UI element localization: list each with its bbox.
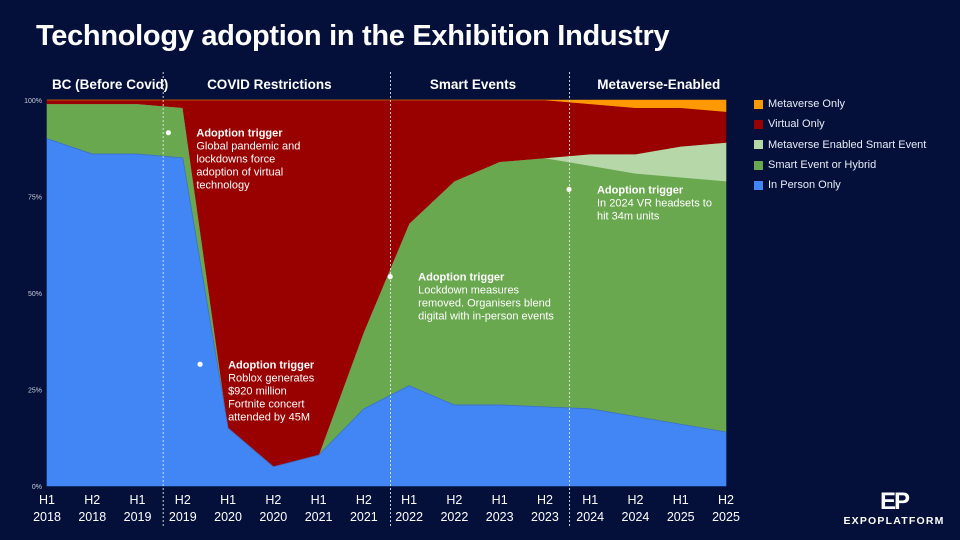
annotation-text: $920 million	[228, 385, 287, 397]
phase-label: COVID Restrictions	[207, 77, 332, 92]
chart-title: Technology adoption in the Exhibition In…	[36, 20, 670, 52]
annotation-text: Fortnite concert	[228, 398, 304, 410]
x-tick-label: H2	[446, 493, 462, 507]
x-tick-label: H1	[673, 493, 689, 507]
x-tick-label: 2022	[395, 510, 423, 524]
annotation-text: In 2024 VR headsets to	[597, 197, 712, 209]
annotation-bullet	[387, 274, 393, 280]
x-tick-label: 2020	[259, 510, 287, 524]
annotation-text: Lockdown measures	[418, 285, 519, 297]
series-in-person-only-edge	[46, 138, 727, 468]
annotation-text: removed. Organisers blend	[418, 298, 551, 310]
x-tick-label: 2021	[350, 510, 378, 524]
x-tick-label: 2024	[576, 510, 604, 524]
y-tick-label: 50%	[28, 291, 42, 298]
legend-label: In Person Only	[768, 179, 841, 192]
annotation-bullet	[197, 361, 203, 367]
legend-label: Metaverse Only	[768, 98, 846, 111]
x-tick-label: 2023	[531, 510, 559, 524]
x-tick-label: H1	[401, 493, 417, 507]
annotation-heading: Adoption trigger	[418, 272, 505, 284]
annotation-text: digital with in-person events	[418, 311, 554, 323]
annotation-text: technology	[196, 180, 250, 192]
x-tick-label: H2	[84, 493, 100, 507]
x-tick-label: 2024	[622, 510, 650, 524]
y-tick-label: 0%	[32, 484, 42, 491]
y-tick-label: 75%	[28, 195, 42, 202]
phase-label: BC (Before Covid)	[52, 77, 168, 92]
x-tick-label: 2022	[440, 510, 468, 524]
phase-label: Metaverse-Enabled	[597, 77, 720, 92]
chart-legend: Metaverse Only Virtual Only Metaverse Enab…	[754, 94, 926, 195]
y-tick-label: 25%	[28, 388, 42, 395]
annotation-text: Roblox generates	[228, 372, 315, 384]
legend-swatch	[754, 119, 763, 129]
legend-label: Virtual Only	[768, 118, 825, 131]
x-tick-label: H2	[175, 493, 191, 507]
logo-mark: EP	[879, 488, 910, 515]
x-tick-label: H2	[537, 493, 553, 507]
x-tick-label: 2021	[305, 510, 333, 524]
x-tick-label: H1	[39, 493, 55, 507]
annotation-heading: Adoption trigger	[196, 128, 283, 140]
x-tick-label: 2025	[712, 510, 740, 524]
annotation-heading: Adoption trigger	[228, 359, 315, 371]
x-tick-label: 2019	[124, 510, 152, 524]
x-tick-label: H2	[265, 493, 281, 507]
x-tick-label: H1	[311, 493, 327, 507]
annotation-bullet	[165, 130, 171, 136]
legend-label: Smart Event or Hybrid	[768, 159, 877, 172]
expoplatform-logo: EP EXPOPLATFORM	[842, 490, 946, 530]
x-tick-label: 2020	[214, 510, 242, 524]
x-tick-label: 2019	[169, 510, 197, 524]
legend-swatch	[754, 140, 763, 150]
annotation-text: attended by 45M	[228, 411, 310, 423]
annotation-text: hit 34m units	[597, 210, 660, 222]
legend-item-metaverse-enabled-smart-event: Metaverse Enabled Smart Event	[754, 135, 926, 155]
annotation-text: lockdowns force	[196, 154, 275, 166]
x-tick-label: H1	[220, 493, 236, 507]
x-tick-label: 2018	[33, 510, 61, 524]
annotation-bullet	[566, 186, 572, 193]
x-tick-label: H1	[130, 493, 146, 507]
annotation-text: adoption of virtual	[196, 167, 283, 179]
legend-item-in-person-only: In Person Only	[754, 175, 926, 195]
logo-text: EXPOPLATFORM	[843, 515, 945, 527]
legend-item-metaverse-only: Metaverse Only	[754, 94, 926, 114]
legend-item-smart-event-or-hybrid: Smart Event or Hybrid	[754, 155, 926, 175]
annotation-text: Global pandemic and	[196, 141, 300, 153]
series-metaverse-only	[46, 99, 727, 112]
annotation-heading: Adoption trigger	[597, 184, 684, 196]
x-tick-label: H1	[492, 493, 508, 507]
x-tick-label: H1	[582, 493, 598, 507]
x-tick-label: H2	[718, 493, 734, 507]
x-tick-label: H2	[356, 493, 372, 507]
legend-swatch	[754, 180, 763, 190]
x-tick-label: 2023	[486, 510, 514, 524]
legend-label: Metaverse Enabled Smart Event	[768, 138, 927, 151]
x-tick-label: 2025	[667, 510, 695, 524]
x-tick-label: 2018	[78, 510, 106, 524]
y-tick-label: 100%	[24, 98, 42, 105]
legend-swatch	[754, 160, 763, 170]
legend-swatch	[754, 99, 763, 109]
x-tick-label: H2	[627, 493, 643, 507]
phase-label: Smart Events	[430, 77, 516, 92]
legend-item-virtual-only: Virtual Only	[754, 114, 926, 134]
